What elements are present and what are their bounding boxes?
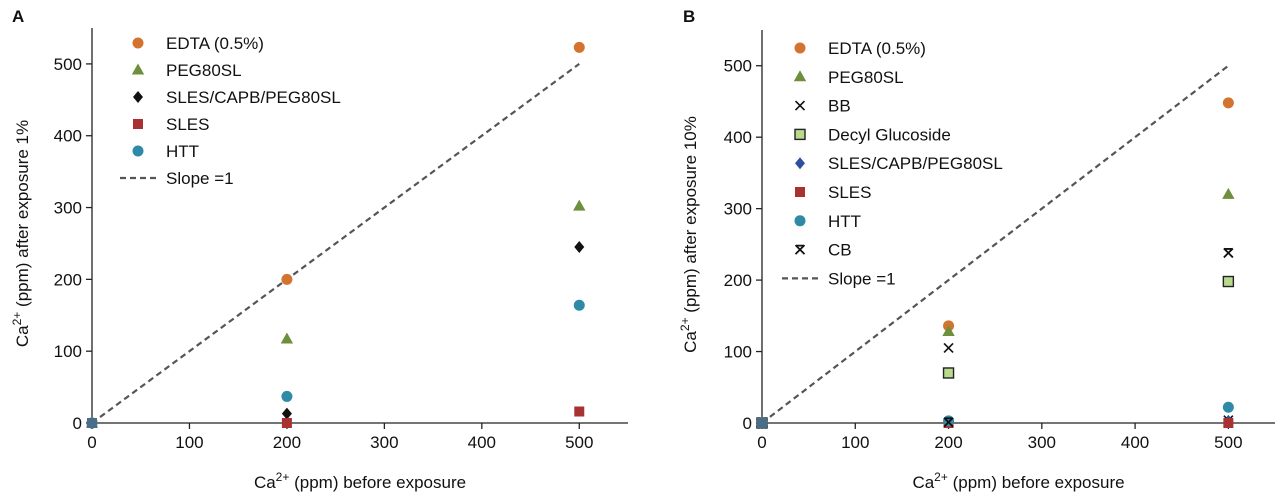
- y-tick-label: 200: [724, 271, 752, 290]
- x-tick-label: 300: [1028, 433, 1056, 452]
- legend-swatch: [131, 63, 145, 75]
- legend-label: SLES: [166, 115, 209, 134]
- x-tick-label: 200: [273, 433, 301, 452]
- y-tick-label: 300: [724, 200, 752, 219]
- legend-swatch: [133, 119, 143, 129]
- x-tick-label: 400: [1121, 433, 1149, 452]
- legend-label: CB: [828, 241, 852, 260]
- point-sles-capb-peg80sl: [281, 407, 292, 420]
- y-tick-label: 300: [54, 199, 82, 218]
- x-tick-label: 500: [565, 433, 593, 452]
- x-tick-label: 200: [934, 433, 962, 452]
- legend-swatch: [795, 187, 805, 197]
- x-tick-label: 100: [175, 433, 203, 452]
- point-edta-0-5: [573, 41, 585, 53]
- y-tick-label: 200: [54, 270, 82, 289]
- legend-swatch: [794, 128, 806, 141]
- legend-swatch: [795, 157, 805, 170]
- point-peg80sl: [942, 325, 955, 337]
- legend-swatch: [794, 244, 806, 255]
- y-tick-label: 100: [54, 342, 82, 361]
- point-htt: [943, 415, 955, 427]
- point-edta-0-5: [281, 273, 293, 285]
- slope-line: [91, 63, 580, 424]
- y-tick-label: 400: [54, 127, 82, 146]
- y-tick-label: 500: [724, 57, 752, 76]
- origin-point: [757, 418, 767, 428]
- legend-swatch: [132, 145, 144, 157]
- point-sles: [1223, 418, 1234, 428]
- legend-swatch: [794, 100, 806, 111]
- legend-label: SLES/CAPB/PEG80SL: [828, 154, 1003, 173]
- x-axis-label: Ca2+ (ppm) before exposure: [912, 470, 1124, 492]
- legend-swatch: [794, 42, 806, 54]
- point-bb: [943, 342, 954, 354]
- y-tick-label: 0: [743, 414, 752, 433]
- y-tick-label: 400: [724, 128, 752, 147]
- legend-label: HTT: [166, 142, 199, 161]
- point-cb: [1223, 247, 1234, 259]
- legend-label: EDTA (0.5%): [828, 39, 926, 58]
- point-htt: [573, 299, 585, 311]
- legend-label: Decyl Glucoside: [828, 125, 951, 144]
- x-tick-label: 400: [468, 433, 496, 452]
- x-tick-label: 100: [841, 433, 869, 452]
- panel-label: A: [12, 7, 24, 26]
- origin-point: [87, 418, 97, 428]
- y-tick-label: 100: [724, 343, 752, 362]
- x-tick-label: 300: [370, 433, 398, 452]
- y-tick-label: 500: [54, 55, 82, 74]
- point-htt: [281, 390, 293, 402]
- point-sles: [281, 418, 292, 428]
- point-sles: [574, 406, 585, 417]
- panel-a-chart: A 0 100 200 300 400 500 0 100 200 300 400 500 Ca2+ (p…: [10, 7, 628, 492]
- legend-label: Slope =1: [828, 269, 896, 288]
- legend-label: SLES/CAPB/PEG80SL: [166, 88, 341, 107]
- legend-label: SLES: [828, 183, 871, 202]
- x-tick-label: 500: [1214, 433, 1242, 452]
- x-tick-label: 0: [757, 433, 766, 452]
- legend-swatch: [793, 70, 807, 82]
- y-tick-label: 0: [73, 414, 82, 433]
- legend-label: PEG80SL: [828, 68, 904, 87]
- panel-label: B: [683, 7, 695, 26]
- legend-label: BB: [828, 97, 851, 116]
- point-peg80sl: [573, 199, 586, 211]
- legend-label: Slope =1: [166, 169, 234, 188]
- legend-label: EDTA (0.5%): [166, 34, 264, 53]
- panel-b-chart: B 0 100 200 300 400 500 0 100 200 300 400 500 Ca2+ (p…: [678, 7, 1275, 492]
- y-axis-label: Ca2+ (ppm) after exposure 1%: [10, 120, 32, 347]
- y-axis-label: Ca2+ (ppm) after exposure 10%: [678, 116, 700, 353]
- point-peg80sl: [280, 332, 294, 344]
- point-decyl-glucoside: [1222, 275, 1235, 288]
- point-sles-capb-peg80sl: [574, 241, 585, 254]
- point-peg80sl: [1222, 187, 1235, 199]
- legend-swatch: [794, 215, 806, 227]
- point-cb: [943, 417, 954, 428]
- x-tick-label: 0: [87, 433, 96, 452]
- x-axis-label: Ca2+ (ppm) before exposure: [254, 470, 466, 492]
- point-htt: [1222, 401, 1234, 413]
- slope-line: [761, 64, 1230, 424]
- point-decyl-glucoside: [942, 367, 955, 379]
- legend-label: HTT: [828, 212, 861, 231]
- legend-label: PEG80SL: [166, 61, 242, 80]
- legend-swatch: [132, 37, 144, 49]
- legend-swatch: [133, 91, 143, 103]
- point-edta-0-5: [1222, 97, 1234, 109]
